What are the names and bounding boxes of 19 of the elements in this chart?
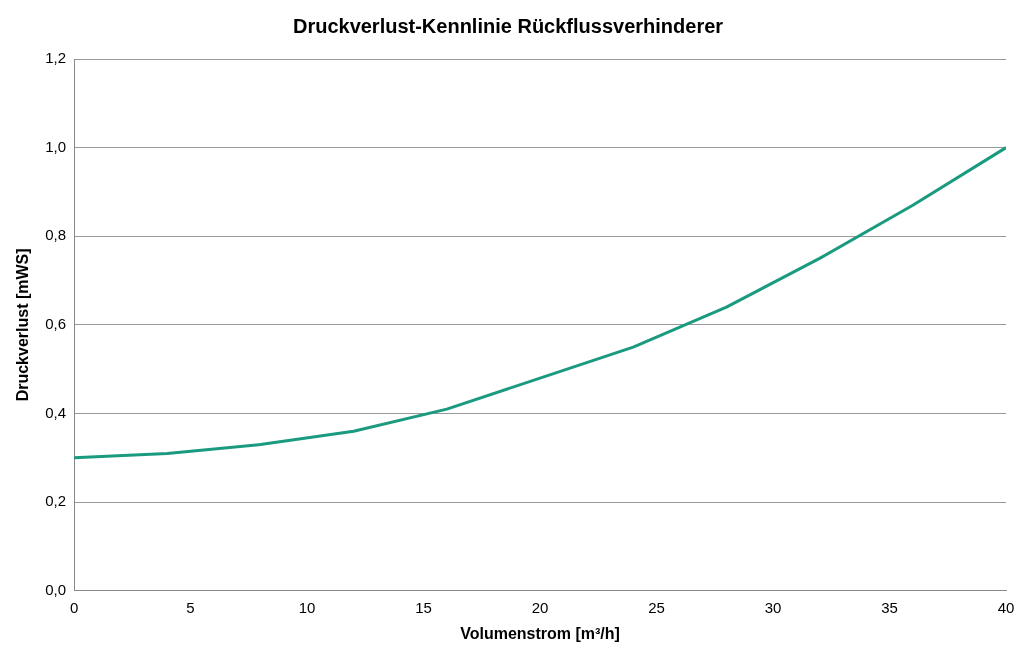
y-axis-title: Druckverlust [mWS] (14, 248, 32, 402)
x-tick-label: 0 (69, 598, 79, 616)
y-tick-label: 1,0 (45, 137, 67, 155)
y-tick-label: 0,0 (45, 580, 67, 598)
chart-title: Druckverlust-Kennlinie Rückflussverhinderer (292, 14, 724, 37)
x-tick-label: 15 (415, 598, 432, 616)
x-tick-label: 35 (881, 598, 898, 616)
y-tick-label: 0,8 (45, 226, 67, 244)
y-tick-label: 0,4 (45, 403, 67, 421)
x-tick-label: 20 (531, 598, 549, 616)
x-tick-label: 5 (186, 598, 195, 616)
x-axis-title: Volumenstrom [m³/h] (460, 624, 620, 642)
x-tick-label: 40 (997, 598, 1015, 616)
y-tick-label: 1,2 (45, 49, 67, 67)
x-tick-label: 25 (648, 598, 665, 616)
x-tick-label: 30 (764, 598, 782, 616)
y-tick-label: 0,2 (45, 492, 67, 510)
x-tick-label: 10 (298, 598, 316, 616)
y-tick-label: 0,6 (45, 315, 67, 333)
